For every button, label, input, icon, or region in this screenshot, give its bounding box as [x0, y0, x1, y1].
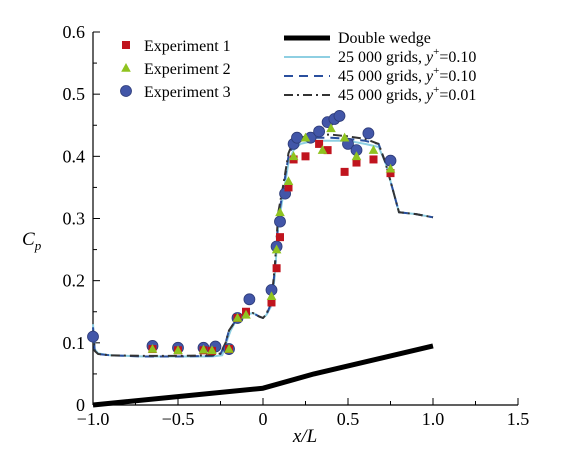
- y-tick-label: 0.6: [63, 22, 86, 42]
- data-point-square: [352, 158, 361, 167]
- data-point-triangle: [241, 309, 251, 319]
- x-tick-label: 1.0: [422, 409, 445, 429]
- y-tick-label: 0: [76, 395, 85, 415]
- data-point-triangle: [368, 145, 379, 154]
- data-point-triangle: [275, 207, 285, 217]
- data-point-triangle: [207, 345, 217, 355]
- data-point-square: [267, 298, 276, 307]
- data-point-circle: [87, 330, 99, 343]
- x-tick-label: −0.5: [162, 409, 195, 429]
- legend-label: 25 000 grids, y+=0.10: [338, 46, 476, 66]
- data-point-triangle: [326, 123, 336, 133]
- legend-label: 45 000 grids, y+=0.01: [338, 84, 476, 104]
- data-point-triangle: [339, 132, 350, 142]
- legend-label: Double wedge: [338, 30, 431, 47]
- y-tick-label: 0.2: [63, 271, 86, 291]
- data-point-triangle: [121, 63, 131, 72]
- axes: −1.0 −0.5 0 0.5 1.0 1.5 0 0.1 0.2 0.3 0.4 0.5 0.6: [63, 22, 530, 429]
- x-tick-label: 0.5: [337, 409, 360, 429]
- y-tick-label: 0.5: [63, 84, 86, 104]
- data-point-square: [301, 152, 310, 161]
- series-line: [92, 136, 434, 358]
- data-point-circle: [120, 85, 132, 97]
- legend-label: Experiment 3: [144, 84, 231, 101]
- data-point-square: [386, 169, 395, 178]
- data-point-triangle: [288, 151, 299, 161]
- data-point-triangle: [385, 163, 396, 173]
- legend-label: Experiment 1: [144, 38, 231, 55]
- data-point-square: [323, 146, 332, 155]
- series-line: [92, 343, 434, 408]
- x-tick-label: −1.0: [77, 409, 110, 429]
- scatter-series: [147, 123, 396, 355]
- legend-label: 45 000 grids, y+=0.10: [338, 65, 476, 85]
- y-axis-label-sub: p: [34, 238, 42, 253]
- y-tick-label: 0.3: [63, 209, 86, 229]
- data-point-triangle: [271, 244, 282, 254]
- data-point-circle: [333, 110, 346, 122]
- data-point-square: [284, 183, 293, 192]
- scatter-series-group: [87, 110, 397, 355]
- data-point-triangle: [351, 151, 362, 161]
- data-point-square: [272, 264, 281, 273]
- data-point-square: [122, 41, 130, 49]
- data-point-square: [315, 139, 324, 148]
- data-point-triangle: [266, 291, 277, 300]
- legend-label: Experiment 2: [144, 61, 231, 78]
- x-tick-label: 1.5: [507, 409, 530, 429]
- data-point-triangle: [232, 312, 243, 322]
- data-point-square: [276, 233, 284, 242]
- line-series-group: [92, 133, 434, 408]
- data-point-triangle: [198, 344, 209, 354]
- data-point-circle: [313, 125, 326, 138]
- data-point-triangle: [224, 344, 234, 353]
- data-point-triangle: [147, 344, 158, 353]
- data-point-circle: [274, 215, 286, 228]
- data-point-circle: [243, 293, 256, 306]
- data-point-triangle: [317, 145, 328, 154]
- data-point-circle: [291, 131, 303, 144]
- data-point-triangle: [173, 345, 183, 355]
- data-point-square: [369, 155, 378, 164]
- data-point-triangle: [283, 176, 294, 185]
- series-line: [92, 139, 434, 358]
- y-tick-label: 0.4: [63, 146, 86, 166]
- x-tick-label: 0: [259, 409, 268, 429]
- legend: Experiment 1 Experiment 2 Experiment 3 Doub…: [120, 30, 476, 104]
- data-point-circle: [362, 127, 375, 140]
- data-point-square: [340, 167, 349, 176]
- y-axis-label: Cp: [22, 229, 42, 253]
- x-axis-label: x/L: [292, 426, 317, 447]
- y-tick-label: 0.1: [63, 333, 86, 353]
- data-point-triangle: [300, 132, 311, 142]
- y-axis-label-main: C: [22, 229, 35, 250]
- series-line: [92, 133, 434, 357]
